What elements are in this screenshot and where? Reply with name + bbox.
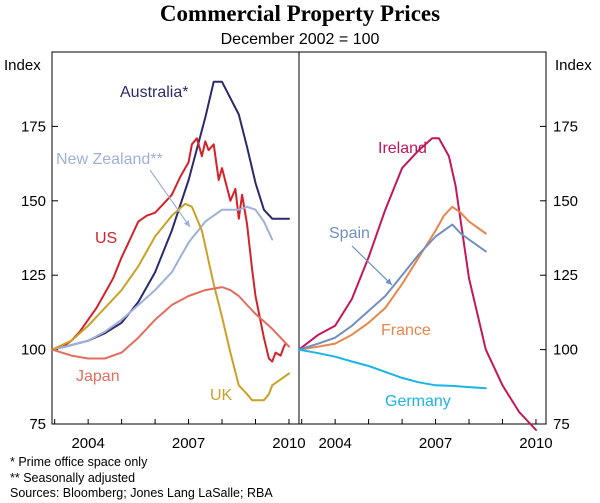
- chart-title: Commercial Property Prices: [159, 1, 441, 26]
- chart-frame: [51, 51, 547, 425]
- footnotes: * Prime office space only ** Seasonally …: [10, 455, 273, 502]
- series-line-australia: [51, 80, 290, 351]
- series-line-spain: [298, 223, 487, 351]
- arrow-spain-head: [385, 278, 392, 285]
- series-line-japan: [51, 286, 290, 360]
- footnote-seasonally-adjusted: ** Seasonally adjusted: [10, 470, 136, 485]
- series-line-ireland: [298, 137, 537, 431]
- series-line-us: [51, 137, 287, 363]
- label-germany: Germany: [385, 393, 451, 410]
- label-uk: UK: [210, 387, 233, 404]
- x-tick-label: 2004: [318, 435, 351, 452]
- y-tick-label-left: 150: [21, 193, 46, 210]
- series-line-germany: [298, 348, 487, 390]
- y-tick-label-left: 100: [21, 342, 46, 359]
- y-tick-label-left: 75: [29, 416, 46, 433]
- y-tick-label-right: 175: [553, 118, 578, 135]
- series-line-new-zealand: [51, 205, 274, 351]
- x-tick-label: 2010: [272, 435, 305, 452]
- y-tick-label-right: 125: [553, 267, 578, 284]
- left-panel-series: [51, 80, 290, 402]
- x-tick-label: 2007: [172, 435, 205, 452]
- y-tick-label-left: 175: [21, 118, 46, 135]
- arrow-new-zealand: [149, 169, 191, 228]
- x-tick-label: 2010: [519, 435, 552, 452]
- label-spain: Spain: [329, 225, 370, 242]
- axis-ticks: 75 75 100 100 125 125 150 150 175 175 2004 2007 2010…: [21, 118, 578, 452]
- y-axis-label-right: Index: [555, 57, 592, 74]
- series-line-france: [298, 205, 487, 351]
- y-tick-label-right: 100: [553, 342, 578, 359]
- chart-subtitle: December 2002 = 100: [220, 31, 380, 48]
- x-tick-label: 2004: [71, 435, 104, 452]
- footnote-prime-office: * Prime office space only: [10, 455, 148, 469]
- right-panel-series: [298, 137, 537, 431]
- label-australia: Australia*: [120, 84, 188, 101]
- arrow-new-zealand-head: [183, 220, 190, 227]
- label-ireland: Ireland: [378, 140, 427, 157]
- y-tick-label-right: 150: [553, 193, 578, 210]
- label-new-zealand: New Zealand**: [56, 151, 163, 168]
- y-tick-label-right: 75: [553, 416, 570, 433]
- series-line-uk: [51, 202, 290, 402]
- annotation-arrows: [149, 169, 393, 286]
- y-axis-label-left: Index: [4, 57, 41, 74]
- label-japan: Japan: [76, 368, 120, 385]
- label-france: France: [381, 322, 431, 339]
- label-us: US: [95, 230, 117, 247]
- footnote-sources: Sources: Bloomberg; Jones Lang LaSalle; …: [10, 486, 273, 500]
- arrow-spain: [351, 245, 393, 286]
- y-tick-label-left: 125: [21, 267, 46, 284]
- x-tick-label: 2007: [419, 435, 452, 452]
